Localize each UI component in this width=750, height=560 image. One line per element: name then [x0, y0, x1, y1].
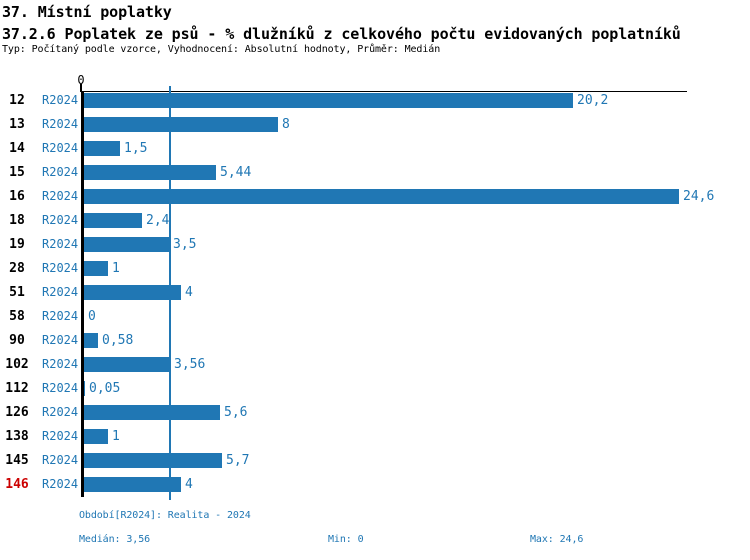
bar [84, 285, 181, 300]
footer-median: Medián: 3,56 [79, 534, 151, 545]
row-series-label: R2024 [42, 285, 79, 299]
row-series-label: R2024 [42, 477, 79, 491]
bar [84, 165, 216, 180]
bar-value-label: 0,05 [89, 381, 121, 396]
row-series-label: R2024 [42, 429, 79, 443]
bar-value-label: 8 [282, 117, 290, 132]
row-series-label: R2024 [42, 165, 79, 179]
row-category-label: 138 [5, 429, 29, 444]
row-category-label: 16 [9, 189, 25, 204]
bar-value-label: 1 [112, 261, 120, 276]
bar [84, 261, 108, 276]
bar [84, 381, 85, 396]
bar-value-label: 24,6 [683, 189, 715, 204]
bar [84, 405, 220, 420]
axis-zero-label: 0 [77, 73, 85, 87]
row-category-label: 112 [5, 381, 29, 396]
row-series-label: R2024 [42, 333, 79, 347]
bar [84, 453, 222, 468]
row-category-label: 58 [9, 309, 25, 324]
row-category-label: 13 [9, 117, 25, 132]
row-series-label: R2024 [42, 309, 79, 323]
row-category-label: 19 [9, 237, 25, 252]
row-series-label: R2024 [42, 381, 79, 395]
row-series-label: R2024 [42, 405, 79, 419]
row-series-label: R2024 [42, 357, 79, 371]
row-category-label: 146 [5, 477, 29, 492]
row-series-label: R2024 [42, 189, 79, 203]
row-category-label: 15 [9, 165, 25, 180]
bar-value-label: 1,5 [124, 141, 148, 156]
row-category-label: 14 [9, 141, 25, 156]
footer-period: Období[R2024]: Realita - 2024 [79, 510, 251, 521]
bar [84, 477, 181, 492]
bar-value-label: 4 [185, 285, 193, 300]
bar [84, 237, 169, 252]
bar-value-label: 3,5 [173, 237, 197, 252]
indicator-meta: Typ: Počítaný podle vzorce, Vyhodnocení:… [2, 44, 441, 55]
bar-value-label: 5,44 [220, 165, 252, 180]
row-category-label: 145 [5, 453, 29, 468]
indicator-title: 37.2.6 Poplatek ze psů - % dlužníků z ce… [2, 25, 681, 43]
bar [84, 189, 679, 204]
bar [84, 117, 278, 132]
bar-value-label: 4 [185, 477, 193, 492]
row-series-label: R2024 [42, 261, 79, 275]
axis-vertical-line [81, 91, 84, 497]
row-category-label: 90 [9, 333, 25, 348]
row-series-label: R2024 [42, 213, 79, 227]
bar [84, 93, 573, 108]
bar-value-label: 1 [112, 429, 120, 444]
bar [84, 333, 98, 348]
row-category-label: 28 [9, 261, 25, 276]
report-title: 37. Místní poplatky [2, 3, 172, 21]
row-series-label: R2024 [42, 237, 79, 251]
row-series-label: R2024 [42, 141, 79, 155]
row-category-label: 51 [9, 285, 25, 300]
bar [84, 357, 170, 372]
row-series-label: R2024 [42, 93, 79, 107]
row-category-label: 12 [9, 93, 25, 108]
bar-value-label: 2,4 [146, 213, 170, 228]
bar-value-label: 3,56 [174, 357, 206, 372]
row-category-label: 102 [5, 357, 29, 372]
row-category-label: 126 [5, 405, 29, 420]
bar [84, 429, 108, 444]
row-series-label: R2024 [42, 453, 79, 467]
row-series-label: R2024 [42, 117, 79, 131]
bar-value-label: 0,58 [102, 333, 134, 348]
bar-value-label: 0 [88, 309, 96, 324]
footer-min: Min: 0 [328, 534, 364, 545]
axis-top-line [80, 91, 687, 92]
axis-zero-tick [80, 84, 82, 92]
bar-value-label: 5,6 [224, 405, 248, 420]
footer-max: Max: 24,6 [530, 534, 584, 545]
row-category-label: 18 [9, 213, 25, 228]
bar [84, 141, 120, 156]
bar [84, 213, 142, 228]
bar-value-label: 5,7 [226, 453, 250, 468]
bar-value-label: 20,2 [577, 93, 609, 108]
